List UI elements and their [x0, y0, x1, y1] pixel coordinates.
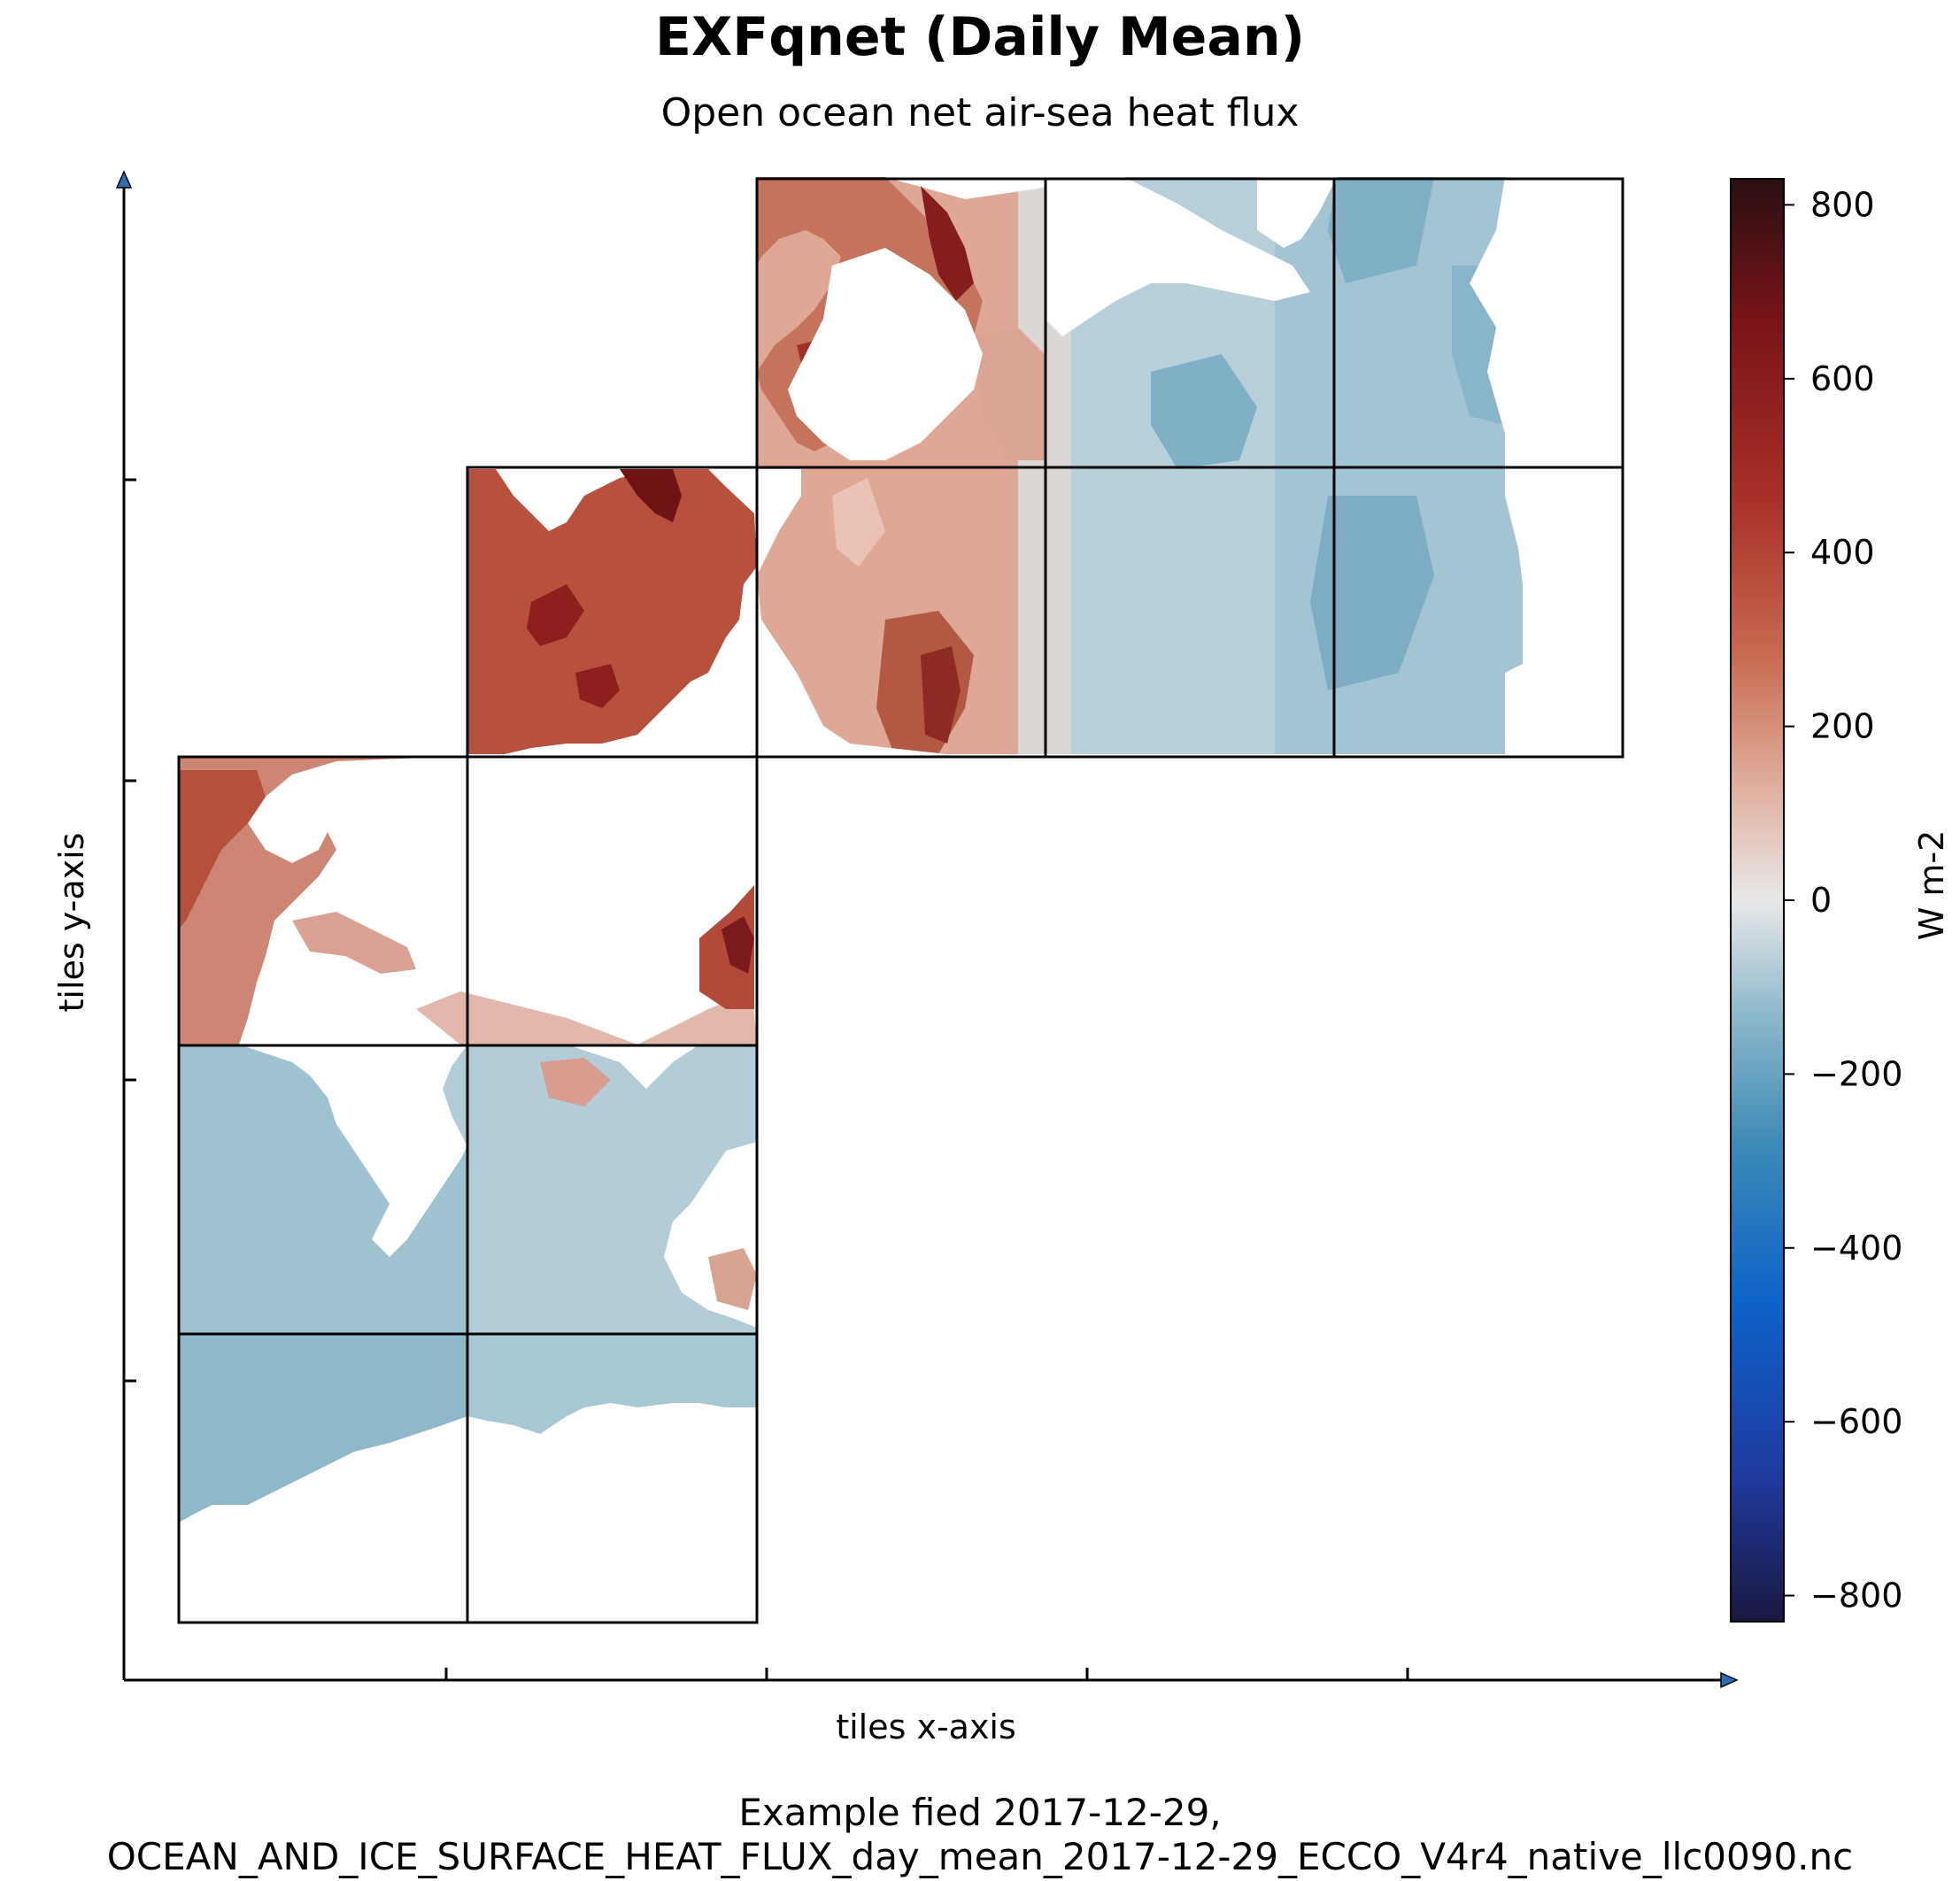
tile-1-1-ocean [443, 1045, 757, 1335]
colorbar-tick-label: −800 [1810, 1576, 1902, 1615]
colorbar-ticks: 800 600 400 200 0 −200 −400 −600 −800 [1784, 185, 1902, 1615]
colorbar-tick-label: 400 [1810, 533, 1875, 572]
tile-1-up-ocean [467, 469, 757, 754]
tile-0-0-med [292, 912, 416, 974]
tile-1-0-kuroshio-core [721, 916, 754, 974]
tile-outline [466, 1332, 759, 1624]
tile-1-2-warm-spot [708, 1248, 757, 1310]
colorbar-tick-label: 800 [1810, 185, 1875, 224]
land-alaska [757, 469, 801, 575]
land-europe-scandinavia [1045, 177, 1310, 336]
y-axis-arrow-icon [115, 170, 133, 189]
tile-2-up-hot [921, 186, 974, 301]
colorbar-tick-label: −400 [1810, 1229, 1902, 1268]
colorbar-tick-label: 200 [1810, 707, 1875, 746]
tile-0-1-ocean [179, 1045, 467, 1335]
tile-0-0-ocean [179, 757, 443, 1045]
axes [122, 177, 1731, 1682]
tile-1-1-warm-spot [540, 1058, 611, 1106]
heatmap-field [179, 177, 1523, 1523]
x-axis-label: tiles x-axis [836, 1708, 1016, 1746]
chart-subtitle: Open ocean net air-sea heat flux [661, 90, 1300, 135]
land-asia-north [1257, 177, 1337, 248]
tile-1-up-canadian-arch [620, 469, 682, 522]
tile-outline [466, 755, 759, 1047]
tile-1-0-ocean [416, 991, 757, 1045]
colorbar-tick-label: −200 [1810, 1054, 1902, 1093]
tile-outline [1332, 177, 1624, 469]
colorbar-label: W m-2 [1912, 830, 1951, 941]
colorbar-tick-label: 0 [1810, 881, 1832, 920]
tile-1-up-warm-core-2 [575, 664, 620, 708]
y-axis-label: tiles y-axis [52, 833, 91, 1013]
tile-1-2-ocean [467, 1335, 757, 1434]
land-greenland-canada [788, 248, 983, 460]
colorbar-tick-label: −600 [1810, 1402, 1902, 1441]
tile-2-up-warm-right [974, 328, 1045, 460]
colorbar [1730, 178, 1785, 1623]
tile-grid [177, 177, 1624, 1624]
tile-0-2-ocean [179, 1335, 467, 1523]
chart-title: EXFqnet (Daily Mean) [655, 6, 1305, 68]
caption-line-1: Example fied 2017-12-29, [738, 1791, 1221, 1834]
tile-0-0-warm-patch [179, 770, 266, 929]
colorbar-tick-label: 600 [1810, 359, 1875, 398]
tile-1-up-warm-core [527, 584, 584, 646]
caption-line-2: OCEAN_AND_ICE_SURFACE_HEAT_FLUX_day_mean… [107, 1835, 1853, 1878]
x-axis-arrow-icon [1720, 1671, 1739, 1689]
